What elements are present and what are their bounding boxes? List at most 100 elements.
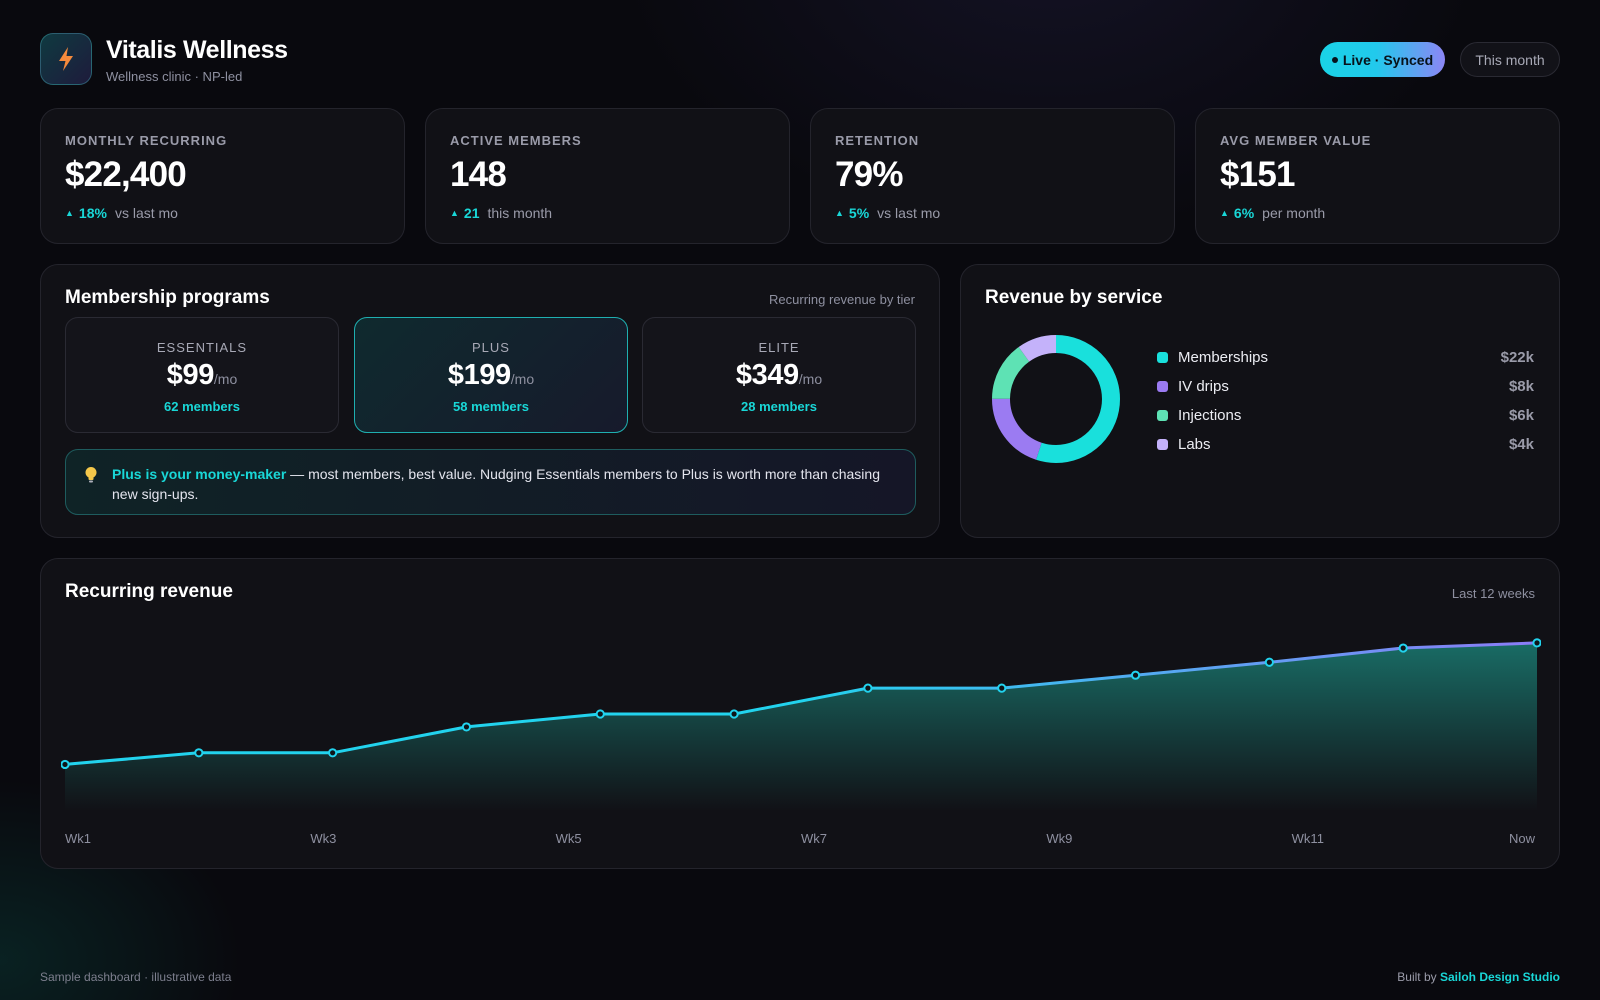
legend-value: $4k (1508, 436, 1534, 453)
legend-swatch (1157, 381, 1168, 392)
data-point-wk8[interactable] (997, 683, 1007, 693)
x-tick-label: Wk11 (1291, 831, 1324, 846)
kpi-note: vs last mo (114, 205, 178, 221)
tier-card-elite[interactable]: ELITE $349/mo 28 members (642, 317, 916, 433)
kpi-delta: ▲ 18% vs last mo (65, 205, 178, 221)
legend-swatch (1157, 439, 1168, 450)
trend-up-icon: ▲ (835, 208, 844, 218)
tier-members: 62 members (164, 399, 240, 414)
live-dot-icon (1331, 56, 1338, 63)
recurring-revenue-chart (61, 638, 1541, 811)
kpi-label: AVG MEMBER VALUE (1220, 133, 1372, 148)
tier-name: ESSENTIALS (156, 340, 248, 355)
tier-price-amount: $99 (166, 359, 215, 391)
sync-status-button[interactable]: Live · Synced (1320, 42, 1445, 77)
legend-value: $22k (1500, 349, 1534, 366)
kpi-card-active-members: ACTIVE MEMBERS 148 ▲ 21 this month (425, 108, 790, 244)
section-note: Recurring revenue by tier (769, 292, 915, 307)
insight-body: — most members, best value. Nudging Esse… (112, 466, 880, 502)
kpi-change: 6% (1233, 205, 1255, 221)
kpi-change: 21 (463, 205, 480, 221)
kpi-card-monthly-recurring: MONTHLY RECURRING $22,400 ▲ 18% vs last … (40, 108, 405, 244)
tier-price-unit: /mo (798, 371, 823, 387)
recurring-revenue-card: Recurring revenue Last 12 weeks Wk1 Wk3 Wk… (40, 558, 1560, 869)
footer-disclaimer: Sample dashboard · illustrative data (40, 970, 232, 984)
header: Vitalis Wellness Wellness clinic · NP-le… (40, 33, 1560, 89)
trend-up-icon: ▲ (450, 208, 459, 218)
page-title: Vitalis Wellness (106, 36, 288, 64)
kpi-label: ACTIVE MEMBERS (450, 133, 582, 148)
insight-text: Plus is your money-maker — most members,… (112, 464, 902, 504)
tier-price-unit: /mo (510, 371, 535, 387)
legend-label: IV drips (1178, 378, 1229, 395)
legend-label: Labs (1178, 436, 1211, 453)
data-point-wk2[interactable] (194, 748, 204, 758)
data-point-wk11[interactable] (1398, 643, 1408, 653)
kpi-value: $22,400 (65, 155, 187, 194)
data-point-wk5[interactable] (595, 709, 605, 719)
kpi-note: per month (1262, 205, 1326, 221)
legend-label: Injections (1178, 407, 1242, 424)
kpi-note: this month (487, 205, 553, 221)
data-point-wk6[interactable] (729, 709, 739, 719)
data-point-wk4[interactable] (461, 722, 472, 732)
kpi-card-avg-member-value: AVG MEMBER VALUE $151 ▲ 6% per month (1195, 108, 1560, 244)
x-tick-label: Wk1 (65, 831, 91, 846)
section-title: Membership programs (65, 287, 270, 308)
donut-slice-iv-drips (992, 335, 1120, 463)
kpi-value: $151 (1220, 155, 1295, 194)
legend-value: $8k (1508, 378, 1534, 395)
tier-card-essentials[interactable]: ESSENTIALS $99/mo 62 members (65, 317, 339, 433)
revenue-donut-chart (992, 335, 1120, 463)
kpi-change: 5% (848, 205, 870, 221)
kpi-delta: ▲ 6% per month (1220, 205, 1325, 221)
tier-price-amount: $199 (447, 359, 511, 391)
footer-built-by: Built by (1397, 970, 1437, 984)
section-note: Last 12 weeks (1451, 586, 1535, 601)
trend-up-icon: ▲ (65, 208, 74, 218)
legend-item-labs: Labs $4k (1157, 434, 1534, 456)
page-subtitle: Wellness clinic · NP-led (106, 69, 243, 84)
kpi-value: 79% (835, 155, 903, 194)
date-range-label: This month (1475, 51, 1545, 68)
data-point-now[interactable] (1532, 638, 1541, 648)
data-point-wk3[interactable] (328, 748, 338, 758)
kpi-card-retention: RETENTION 79% ▲ 5% vs last mo (810, 108, 1175, 244)
trend-up-icon: ▲ (1220, 208, 1229, 218)
logo (40, 33, 92, 85)
tier-members: 28 members (741, 399, 817, 414)
series-line (63, 641, 1539, 766)
kpi-change: 18% (78, 205, 107, 221)
lightbulb-icon (85, 467, 97, 483)
kpi-value: 148 (450, 155, 507, 194)
revenue-by-service-card: Revenue by service Memberships $22k IV d… (960, 264, 1560, 538)
tier-name: ELITE (758, 340, 800, 355)
section-title: Recurring revenue (65, 581, 233, 602)
date-range-button[interactable]: This month (1460, 42, 1560, 77)
data-point-wk9[interactable] (1130, 670, 1141, 680)
insight-callout: Plus is your money-maker — most members,… (65, 449, 916, 515)
footer-credit: Built by Sailoh Design Studio (1397, 970, 1560, 984)
data-point-wk7[interactable] (863, 683, 873, 693)
data-point-wk1[interactable] (61, 759, 70, 770)
sync-status-label: Live · Synced (1342, 51, 1434, 68)
kpi-delta: ▲ 5% vs last mo (835, 205, 940, 221)
tier-price-unit: /mo (213, 371, 238, 387)
lightning-bolt-icon (59, 47, 73, 71)
legend-label: Memberships (1178, 349, 1269, 366)
kpi-delta: ▲ 21 this month (450, 205, 552, 221)
x-tick-label: Wk5 (555, 831, 582, 846)
legend-swatch (1157, 410, 1168, 421)
data-point-wk10[interactable] (1264, 657, 1274, 667)
tier-price: $349/mo (643, 359, 915, 392)
legend-item-iv-drips: IV drips $8k (1157, 376, 1534, 398)
insight-highlight: Plus is your money-maker (112, 466, 287, 482)
legend-value: $6k (1508, 407, 1534, 424)
x-tick-label: Wk3 (310, 831, 337, 846)
area-fill (65, 642, 1537, 811)
tier-members: 58 members (453, 399, 529, 414)
tier-card-plus[interactable]: PLUS $199/mo 58 members (354, 317, 628, 433)
studio-link[interactable]: Sailoh Design Studio (1439, 970, 1560, 984)
kpi-label: RETENTION (835, 133, 920, 148)
tier-name: PLUS (472, 340, 510, 355)
